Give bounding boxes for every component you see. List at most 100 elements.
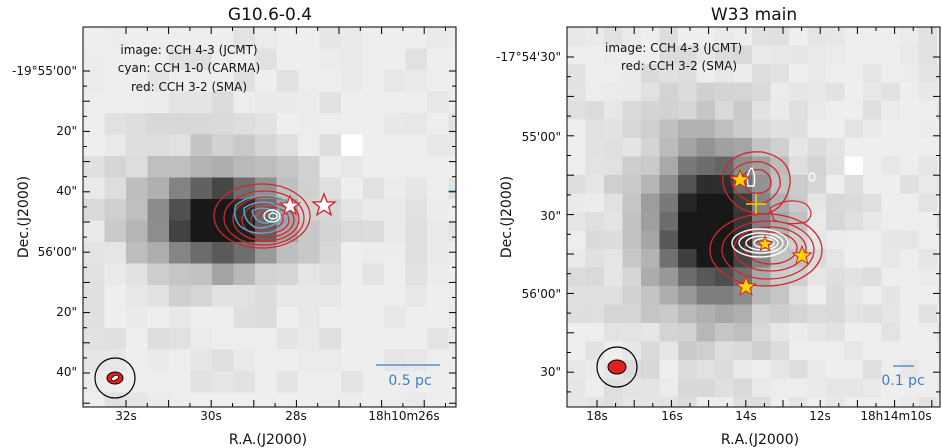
map-pixel (567, 45, 586, 65)
ytick-left-2: 40" (56, 184, 77, 198)
map-pixel (427, 27, 449, 49)
map-pixel (641, 156, 660, 176)
map-pixel (770, 341, 790, 361)
map-pixel (169, 156, 191, 178)
beam-circle-right (596, 346, 638, 388)
map-pixel (937, 230, 940, 250)
map-pixel (319, 371, 342, 393)
map-pixel (585, 119, 605, 139)
map-pixel (255, 306, 277, 329)
map-pixel (126, 306, 148, 329)
ytick-right-4: 30" (540, 365, 561, 379)
map-pixel (659, 267, 679, 287)
map-pixel (863, 212, 882, 231)
map-pixel (881, 267, 901, 287)
map-pixel (881, 304, 901, 324)
map-pixel (104, 263, 127, 286)
map-pixel (405, 70, 428, 92)
map-pixel (881, 82, 901, 102)
map-pixel (696, 267, 716, 287)
map-pixel (696, 304, 716, 324)
map-pixel (789, 64, 808, 83)
map-pixel (770, 45, 790, 65)
map-pixel (937, 45, 940, 65)
map-pixel (319, 134, 342, 157)
map-pixel (844, 341, 864, 361)
map-pixel (448, 349, 456, 372)
map-pixel (641, 212, 660, 231)
map-pixel (659, 230, 679, 250)
map-pixel (405, 199, 428, 221)
map-pixel (212, 134, 234, 157)
map-pixel (900, 267, 919, 287)
map-pixel (918, 119, 938, 139)
map-pixel (255, 70, 277, 92)
map-pixel (169, 263, 191, 286)
map-pixel (233, 392, 256, 407)
map-pixel (585, 101, 605, 120)
map-pixel (678, 45, 697, 65)
map-pixel (622, 230, 642, 250)
map-pixel (341, 27, 363, 49)
map-pixel (169, 91, 191, 114)
legend-left-0: image: CCH 4-3 (JCMT) (120, 43, 257, 57)
ylabel-left: Dec.(J2000) (16, 176, 32, 258)
map-pixel (937, 156, 940, 176)
map-pixel (147, 27, 170, 49)
map-pixel (604, 82, 623, 102)
map-pixel (844, 286, 864, 305)
map-pixel (622, 64, 642, 83)
map-pixel (83, 156, 105, 178)
map-pixel (319, 156, 342, 178)
map-pixel (276, 27, 299, 49)
map-pixel (384, 220, 406, 243)
map-pixel (298, 113, 320, 135)
map-pixel (405, 48, 428, 71)
map-pixel (678, 193, 697, 213)
map-pixel (427, 371, 449, 393)
map-pixel (844, 193, 864, 213)
map-pixel (900, 45, 919, 65)
map-pixel (190, 91, 213, 114)
map-pixel (104, 27, 127, 49)
map-pixel (276, 285, 299, 307)
map-pixel (641, 286, 660, 305)
map-pixel (937, 360, 940, 379)
map-pixel (918, 360, 938, 379)
map-pixel (585, 175, 605, 194)
map-pixel (715, 45, 734, 65)
map-pixel (715, 119, 734, 139)
xtick-right-4: 18h14m10s (860, 409, 931, 423)
ytick-right-1: 55'00" (522, 130, 561, 144)
map-pixel (567, 64, 586, 83)
map-pixel (789, 378, 808, 398)
map-pixel (733, 156, 753, 176)
map-pixel (233, 285, 256, 307)
map-pixel (233, 306, 256, 329)
map-pixel (622, 138, 642, 157)
map-pixel (900, 82, 919, 102)
map-pixel (900, 286, 919, 305)
map-pixel (104, 306, 127, 329)
title-left: G10.6-0.4 (228, 5, 312, 25)
map-pixel (567, 82, 586, 102)
map-pixel (384, 199, 406, 221)
map-pixel (604, 64, 623, 83)
map-pixel (104, 328, 127, 350)
map-pixel (212, 328, 234, 350)
map-pixel (844, 138, 864, 157)
ccH43-image-right (567, 27, 940, 407)
map-pixel (83, 199, 105, 221)
map-pixel (567, 378, 586, 398)
map-pixel (789, 119, 808, 139)
ticks-left (83, 27, 456, 407)
ytick-right-2: 30" (540, 209, 561, 223)
map-pixel (384, 328, 406, 350)
map-pixel (341, 285, 363, 307)
map-pixel (427, 306, 449, 329)
map-pixel (918, 193, 938, 213)
map-pixel (384, 392, 406, 407)
map-pixel (881, 323, 901, 342)
map-pixel (83, 177, 105, 200)
map-pixel (863, 101, 882, 120)
